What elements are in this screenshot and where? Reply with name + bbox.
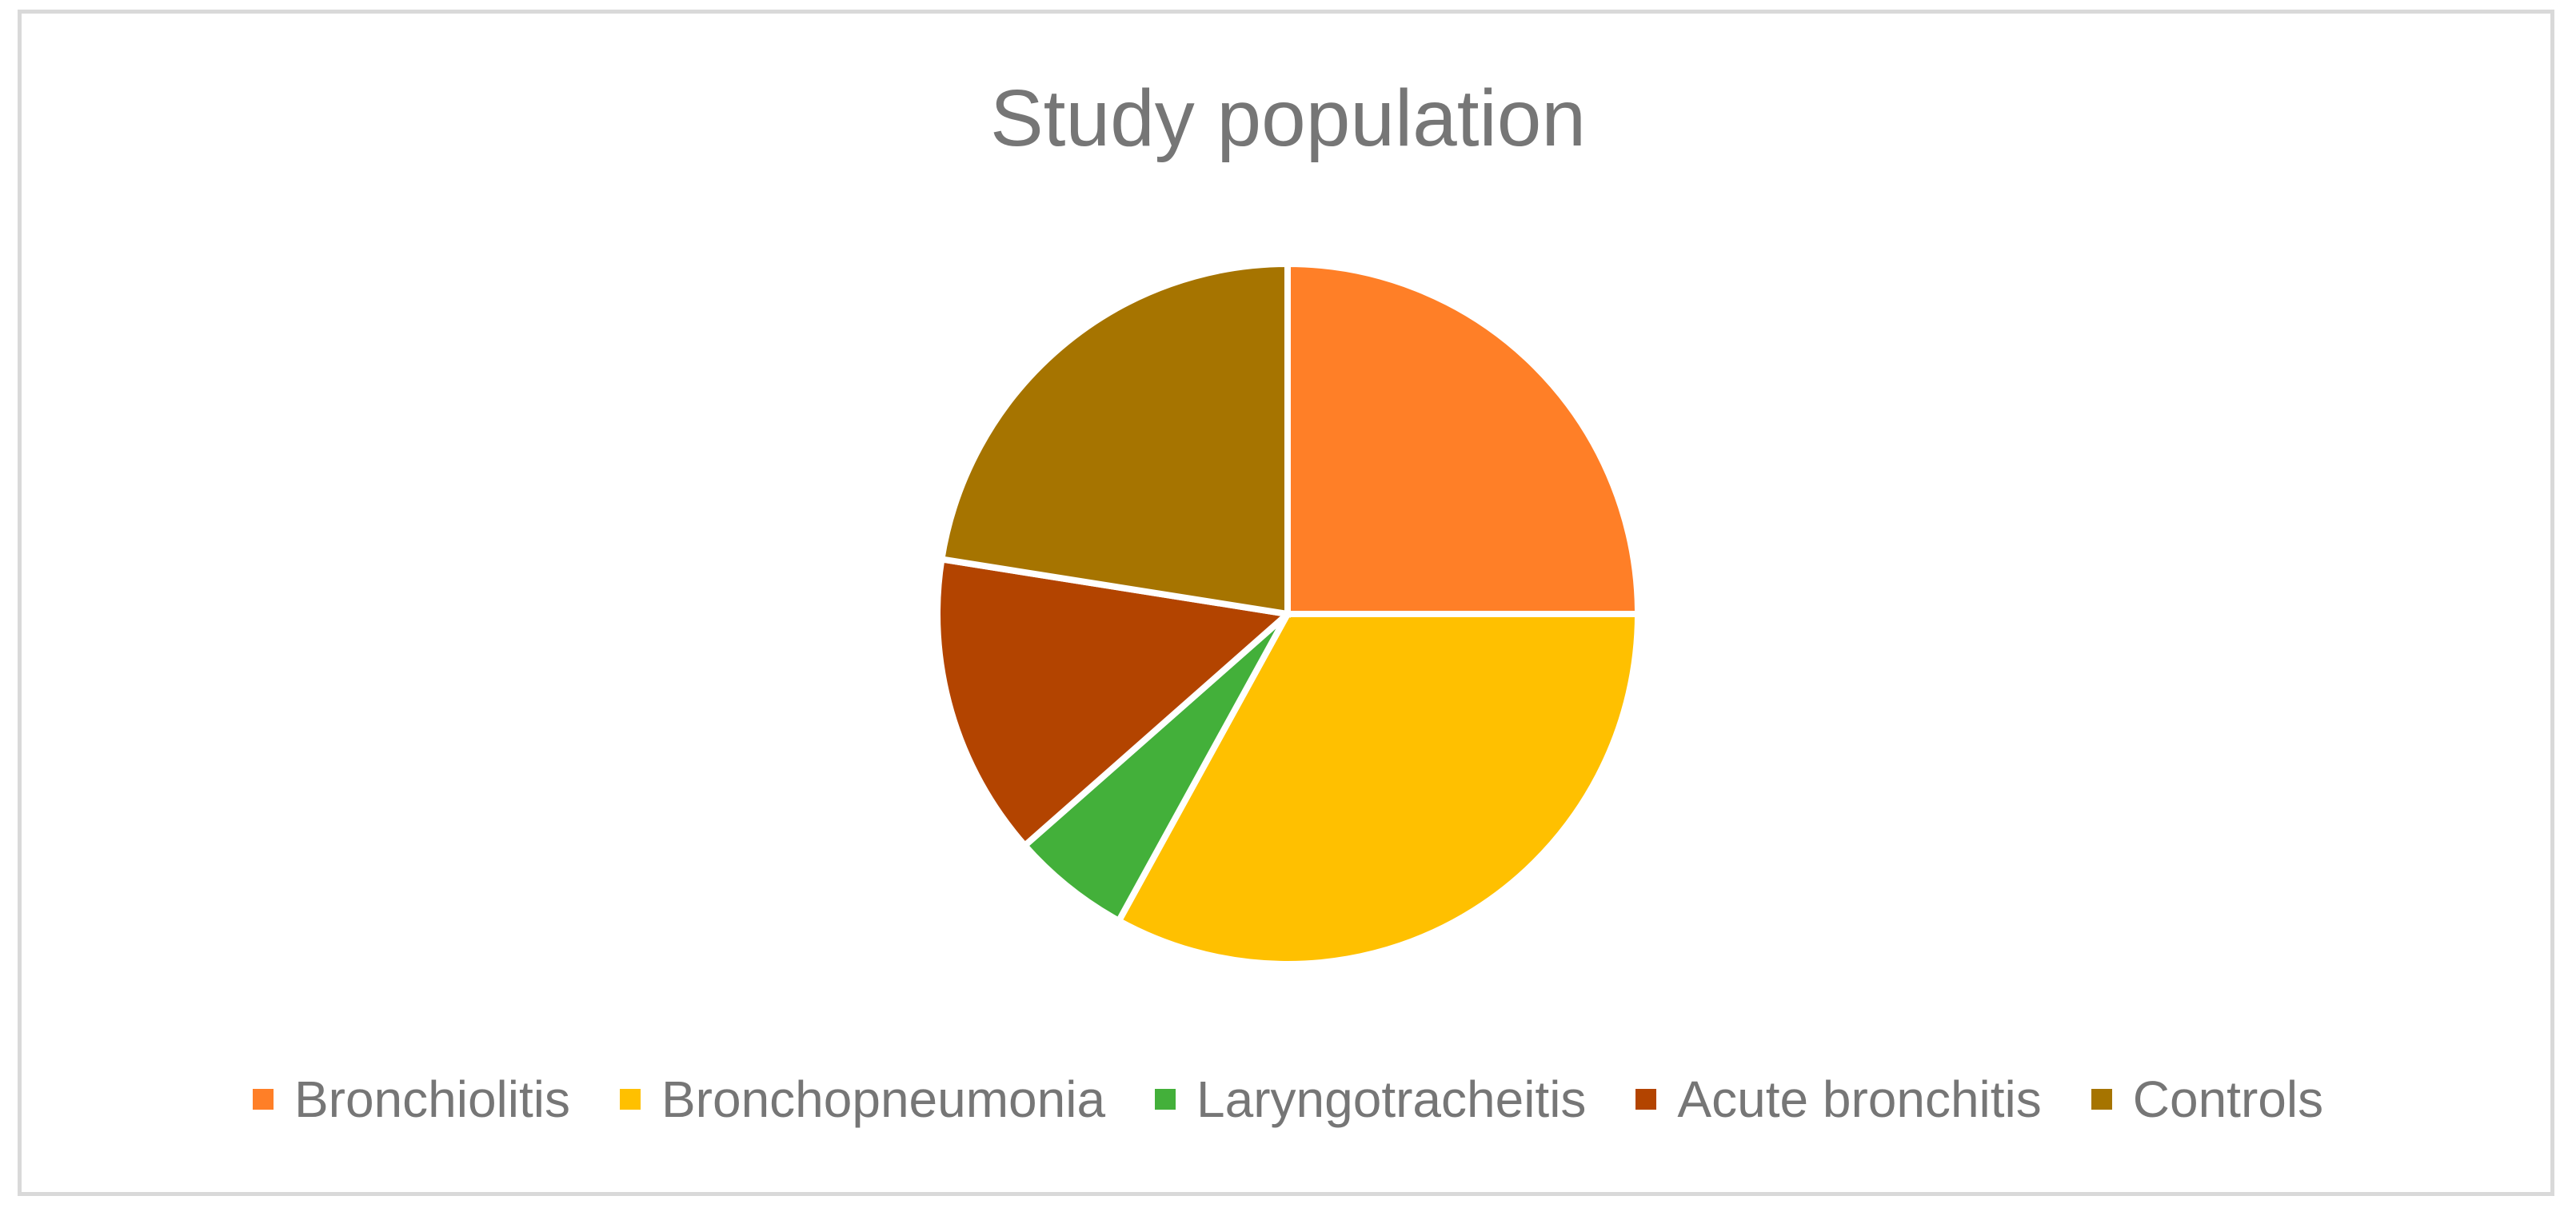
chart-legend: Bronchiolitis Bronchopneumonia Laryngotrac… [0,1059,2576,1139]
legend-label: Controls [2132,1070,2324,1128]
pie-slice-bronchopneumonia [1114,611,1642,967]
legend-swatch [1155,1089,1176,1110]
legend-label: Acute bronchitis [1677,1070,2042,1128]
legend-swatch [619,1089,641,1110]
legend-swatch [252,1089,274,1110]
legend-swatch [2091,1089,2112,1110]
pie-slice-bronchiolitis [1284,260,1642,617]
legend-label: Laryngotracheitis [1196,1070,1587,1128]
pie-slice-acute-bronchitis [934,555,1296,851]
legend-item: Acute bronchitis [1635,1070,2042,1129]
legend-swatch [1635,1089,1657,1110]
chart-title: Study population [989,74,1587,163]
legend-item: Bronchopneumonia [619,1070,1106,1129]
legend-item: Bronchiolitis [252,1070,570,1129]
legend-label: Bronchopneumonia [661,1070,1106,1128]
pie-slice-controls [937,260,1291,618]
legend-label: Bronchiolitis [294,1070,570,1128]
legend-item: Laryngotracheitis [1155,1070,1586,1129]
legend-item: Controls [2091,1070,2323,1129]
